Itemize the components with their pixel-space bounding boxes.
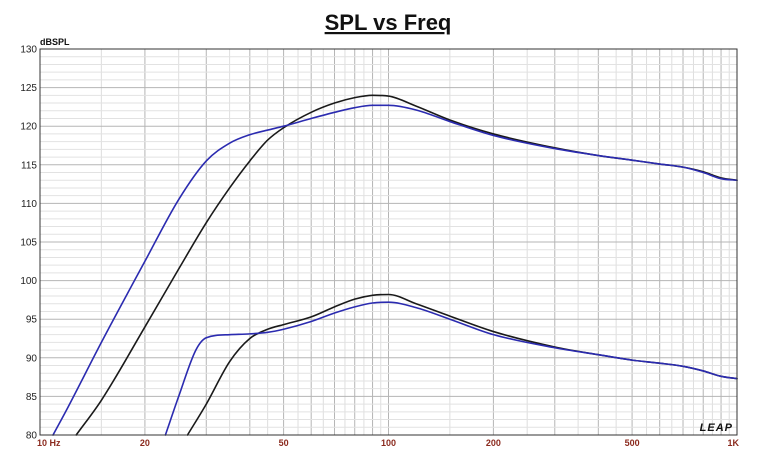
y-tick-label: 110 [21, 199, 37, 210]
x-tick-labels: 10 Hz 20 50 100 200 500 1K [37, 438, 739, 448]
y-axis-label: dBSPL [40, 37, 70, 47]
y-tick-label: 100 [20, 276, 37, 287]
y-tick-label: 105 [20, 238, 37, 249]
x-tick-label: 10 Hz [37, 438, 61, 448]
y-tick-label: 85 [26, 392, 38, 403]
y-tick-label: 130 [20, 45, 37, 56]
x-tick-label: 500 [625, 438, 640, 448]
x-tick-label: 100 [381, 438, 396, 448]
y-tick-label: 120 [20, 122, 37, 133]
x-tick-label: 50 [279, 438, 289, 448]
x-tick-label: 20 [140, 438, 150, 448]
y-tick-labels: 80 85 90 95 100 105 110 115 120 125 130 [20, 45, 37, 442]
chart-title: SPL vs Freq [325, 10, 452, 35]
grid [40, 49, 737, 435]
y-tick-label: 80 [26, 431, 38, 442]
series-line [52, 104, 738, 436]
plot-frame [39, 48, 738, 436]
y-tick-label: 95 [26, 315, 38, 326]
y-tick-label: 115 [21, 160, 37, 171]
series-line [164, 301, 738, 436]
series-lines [52, 94, 738, 436]
y-tick-label: 125 [20, 83, 37, 94]
leap-logo: LEAP [700, 422, 733, 434]
series-line [186, 293, 738, 436]
y-tick-label: 90 [26, 353, 38, 364]
x-tick-label: 200 [486, 438, 501, 448]
x-tick-label: 1K [727, 438, 739, 448]
